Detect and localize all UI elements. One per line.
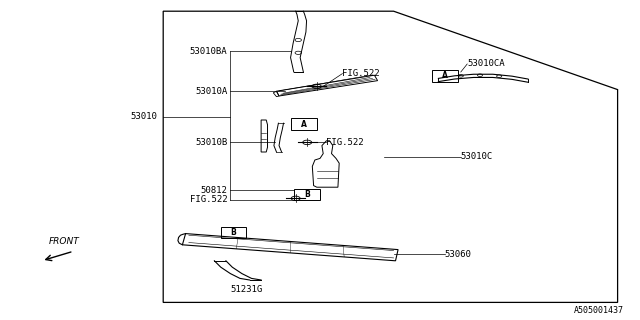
Bar <box>294 189 320 200</box>
Text: FIG.522: FIG.522 <box>189 196 227 204</box>
Text: 53010C: 53010C <box>461 152 493 161</box>
Text: A: A <box>442 71 448 81</box>
Text: 53010BA: 53010BA <box>189 47 227 56</box>
Text: 51231G: 51231G <box>230 285 262 294</box>
Text: A505001437: A505001437 <box>574 306 624 315</box>
Text: B: B <box>305 190 310 199</box>
Text: 53060: 53060 <box>445 250 472 259</box>
Text: 50812: 50812 <box>200 186 227 195</box>
Text: B: B <box>231 228 236 237</box>
Text: 53010B: 53010B <box>195 138 227 147</box>
Text: 53010: 53010 <box>130 112 157 121</box>
Text: FIG.522: FIG.522 <box>326 138 364 147</box>
Text: FRONT: FRONT <box>49 237 79 246</box>
Text: 53010CA: 53010CA <box>467 60 505 68</box>
Text: 53010A: 53010A <box>195 87 227 96</box>
Bar <box>432 70 458 82</box>
Bar <box>291 118 317 130</box>
Bar <box>221 227 246 238</box>
Text: FIG.522: FIG.522 <box>342 69 380 78</box>
Text: A: A <box>301 119 307 129</box>
